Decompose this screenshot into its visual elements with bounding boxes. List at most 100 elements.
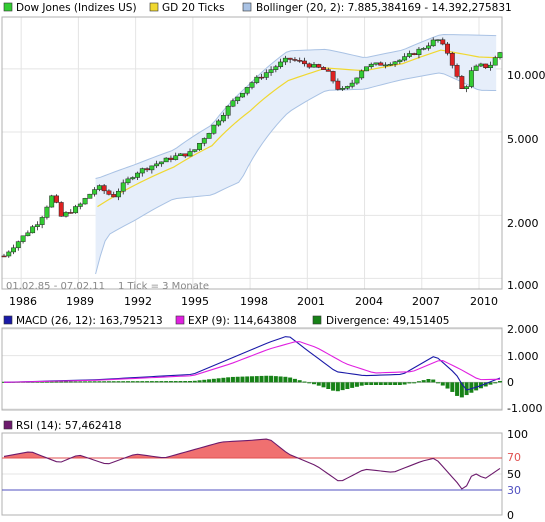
candle-body (335, 80, 341, 90)
candle-body (82, 198, 88, 205)
divergence-bar (407, 382, 412, 384)
candle-body (349, 82, 355, 87)
candle-body (316, 64, 322, 68)
candle-body (87, 193, 93, 199)
divergence-bar (312, 382, 316, 385)
candle-body (130, 177, 136, 180)
candle-body (492, 57, 498, 66)
divergence-bar (335, 382, 340, 392)
divergence-bar (283, 376, 288, 383)
candle-body (287, 57, 293, 60)
x-tick-1992: 1992 (124, 295, 152, 308)
candle-body (297, 60, 303, 62)
divergence-bar (250, 376, 254, 383)
divergence-bar (121, 381, 126, 383)
divergence-bar (135, 381, 140, 383)
rsi-panel-frame (1, 432, 503, 516)
rsi-legend: RSI (14): 57,462418 (3, 420, 122, 432)
macd-panel-frame (1, 327, 503, 411)
candle-body (225, 105, 231, 116)
macd-y-axis: 2.000 1.000 0 -1.000 (507, 323, 542, 415)
macd-y-tick-0: 0 (507, 376, 514, 389)
divergence-bar (331, 382, 336, 391)
divergence-bar (49, 381, 54, 383)
candle-body (220, 115, 226, 122)
divergence-bar (216, 378, 221, 383)
candle-body (120, 182, 126, 192)
candle-body (311, 64, 317, 68)
candle-body (373, 62, 379, 65)
divergence-bar (149, 381, 154, 383)
divergence-bar (402, 382, 407, 385)
candle-body (240, 92, 245, 98)
candle-body (116, 190, 121, 198)
candle-body (259, 76, 264, 79)
divergence-bar (302, 381, 307, 383)
candle-body (249, 82, 255, 88)
divergence-bar (178, 381, 183, 383)
exp-line (3, 341, 501, 383)
divergence-bar (464, 382, 469, 396)
rsi-line (3, 438, 501, 490)
macd-y-tick-2000: 2.000 (507, 323, 539, 336)
legend-macd-label: MACD (26, 12): 163,795213 (16, 315, 163, 327)
divergence-bar (126, 381, 130, 383)
divergence-bar (83, 381, 88, 383)
divergence-bar (92, 381, 97, 383)
x-tick-2007: 2007 (412, 295, 440, 308)
gd20-line-layer (97, 49, 499, 208)
candle-body (325, 69, 331, 72)
price-x-axis: 1986 1989 1992 1995 1998 2001 2004 2007 … (9, 295, 498, 308)
divergence-bar (44, 381, 49, 383)
divergence-bar (412, 382, 417, 384)
candle-body (464, 86, 470, 89)
legend-swatch-dow (3, 2, 13, 12)
candlestick-series (1, 37, 503, 258)
divergence-bar (145, 381, 150, 383)
candle-body (20, 235, 26, 242)
divergence-bar (297, 380, 302, 383)
divergence-bar (183, 381, 188, 383)
candle-body (6, 251, 12, 257)
x-tick-2010: 2010 (470, 295, 498, 308)
divergence-bar (211, 378, 216, 383)
candle-body (154, 163, 160, 167)
price-panel-frame (1, 16, 503, 290)
divergence-bar (106, 381, 111, 383)
divergence-bar (188, 381, 192, 383)
divergence-bar (230, 376, 235, 383)
candle-body (306, 63, 312, 68)
candle-body (459, 76, 465, 89)
divergence-bar (359, 382, 364, 386)
candle-body (344, 86, 350, 89)
candle-body (483, 63, 489, 69)
divergence-bar (326, 382, 331, 389)
candle-body (201, 138, 207, 144)
divergence-bar (369, 382, 374, 385)
candle-body (68, 212, 74, 214)
candle-body (168, 157, 174, 160)
candle-body (158, 161, 164, 165)
candle-body (378, 62, 384, 66)
divergence-bar (426, 379, 431, 383)
rsi-overbought-fill (4, 439, 500, 458)
candle-body (454, 65, 460, 77)
rsi-y-tick-50: 50 (507, 468, 521, 481)
candle-body (421, 48, 427, 50)
divergence-bar (173, 381, 178, 383)
candle-body (206, 133, 212, 139)
candle-body (73, 206, 78, 214)
candle-body (216, 120, 222, 126)
candle-body (478, 63, 484, 67)
candle-body (230, 100, 236, 107)
divergence-bar (102, 381, 107, 383)
divergence-bar (207, 379, 212, 383)
candle-body (101, 185, 107, 192)
x-tick-1986: 1986 (9, 295, 37, 308)
candle-body (30, 226, 36, 234)
candle-body (416, 48, 422, 55)
divergence-bar (259, 375, 264, 383)
candle-body (77, 203, 83, 207)
divergence-bar (316, 382, 321, 386)
